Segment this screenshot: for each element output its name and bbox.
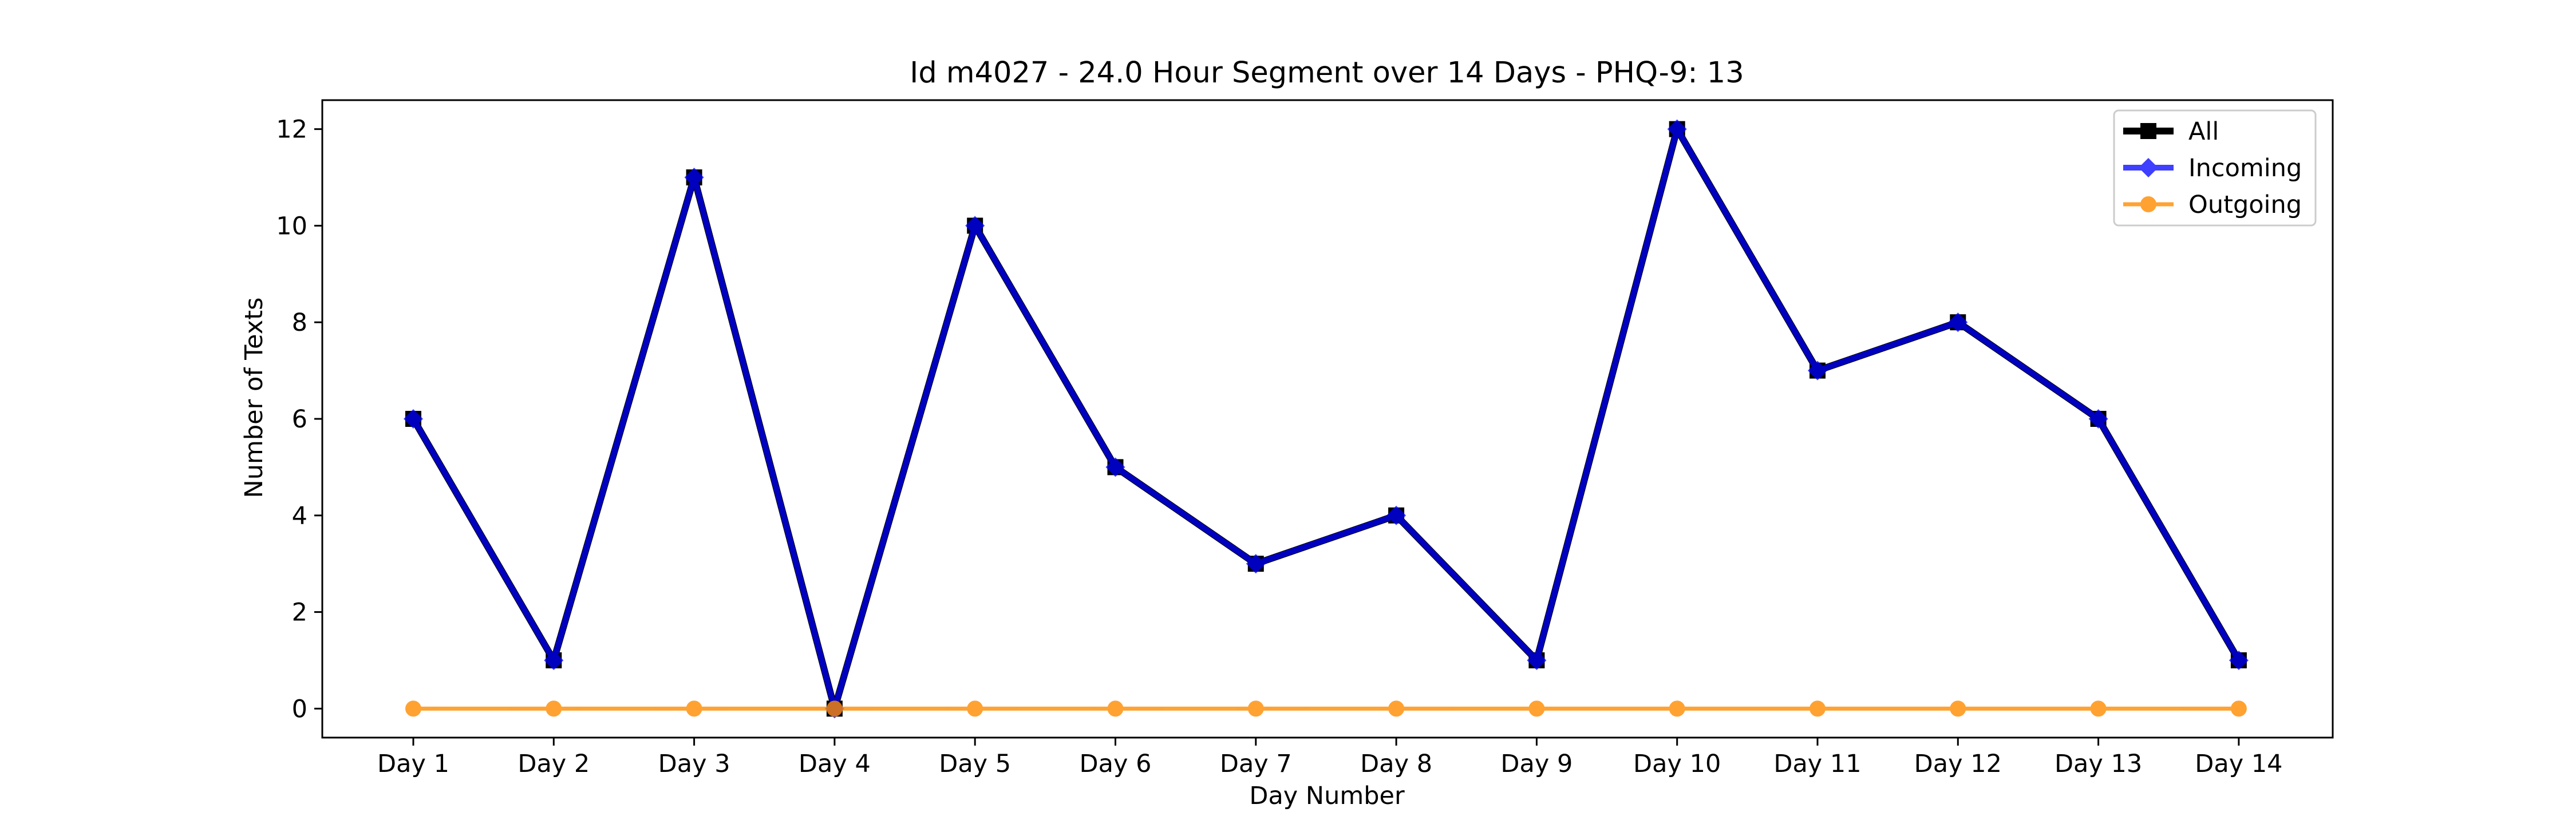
- legend-entry-incoming: [2123, 157, 2174, 178]
- data-point-incoming: [1527, 650, 1547, 670]
- data-point-outgoing: [1528, 700, 1545, 717]
- data-point-outgoing: [826, 700, 843, 717]
- x-tick-label: Day 4: [799, 750, 871, 778]
- y-tick-label: 4: [292, 502, 307, 530]
- data-point-outgoing: [2090, 700, 2107, 717]
- data-point-outgoing: [686, 700, 702, 717]
- x-tick-label: Day 3: [658, 750, 730, 778]
- x-tick-label: Day 8: [1360, 750, 1432, 778]
- data-point-outgoing: [2230, 700, 2247, 717]
- legend-marker-all: [2140, 123, 2156, 139]
- legend-marker-incoming: [2138, 157, 2159, 178]
- data-point-incoming: [544, 650, 564, 670]
- x-tick-label: Day 7: [1220, 750, 1292, 778]
- data-point-outgoing: [1809, 700, 1826, 717]
- y-tick-label: 10: [276, 212, 307, 240]
- data-point-incoming: [2229, 650, 2249, 670]
- data-point-outgoing: [546, 700, 562, 717]
- x-tick-label: Day 11: [1773, 750, 1861, 778]
- y-tick-label: 12: [276, 116, 307, 144]
- legend-label-outgoing: Outgoing: [2188, 191, 2302, 219]
- legend-label-incoming: Incoming: [2188, 154, 2302, 183]
- data-point-outgoing: [1669, 700, 1685, 717]
- x-tick-label: Day 13: [2055, 750, 2142, 778]
- data-point-outgoing: [967, 700, 983, 717]
- x-tick-label: Day 12: [1914, 750, 2002, 778]
- y-axis-label: Number of Texts: [240, 298, 268, 498]
- y-tick-label: 0: [292, 695, 307, 723]
- legend-entry-all: [2123, 123, 2174, 139]
- chart-title: Id m4027 - 24.0 Hour Segment over 14 Day…: [910, 56, 1744, 90]
- legend-marker-outgoing: [2140, 196, 2156, 212]
- data-point-incoming: [965, 216, 985, 236]
- data-point-incoming: [684, 168, 704, 188]
- data-point-outgoing: [405, 700, 421, 717]
- data-point-incoming: [1246, 554, 1266, 574]
- x-tick-label: Day 5: [939, 750, 1011, 778]
- data-point-incoming: [1105, 457, 1125, 477]
- x-tick-label: Day 10: [1633, 750, 1721, 778]
- x-tick-label: Day 2: [517, 750, 590, 778]
- legend-box: [2113, 109, 2317, 227]
- y-tick-label: 6: [292, 405, 307, 434]
- data-point-outgoing: [1388, 700, 1405, 717]
- legend: All Incoming Outgoing: [2113, 109, 2317, 227]
- data-point-incoming: [403, 409, 424, 429]
- data-point-incoming: [2088, 409, 2108, 429]
- x-tick-label: Day 9: [1500, 750, 1573, 778]
- data-point-outgoing: [1247, 700, 1264, 717]
- data-point-outgoing: [1107, 700, 1124, 717]
- data-point-incoming: [1948, 312, 1968, 332]
- data-point-incoming: [1667, 119, 1687, 139]
- data-point-incoming: [1386, 505, 1406, 525]
- legend-entry-outgoing: [2123, 196, 2174, 212]
- y-tick-label: 2: [292, 599, 307, 627]
- axes-layer: 0 2 4 6 8 10 12 Day 1 Day 2 Day 3 Day 4 Day 5 Day 6 D…: [276, 116, 2282, 778]
- data-point-incoming: [1807, 360, 1828, 381]
- series-layer: [403, 119, 2249, 719]
- legend-label-all: All: [2188, 117, 2219, 146]
- series-line-all: [410, 125, 2242, 712]
- data-point-outgoing: [1950, 700, 1966, 717]
- x-tick-label: Day 14: [2195, 750, 2282, 778]
- series-line-incoming: [410, 126, 2242, 712]
- x-tick-label: Day 1: [377, 750, 449, 778]
- x-tick-label: Day 6: [1080, 750, 1152, 778]
- series-incoming: [403, 119, 2249, 719]
- series-outgoing: [405, 700, 2247, 717]
- x-axis-label: Day Number: [1249, 782, 1405, 810]
- y-tick-label: 8: [292, 308, 307, 337]
